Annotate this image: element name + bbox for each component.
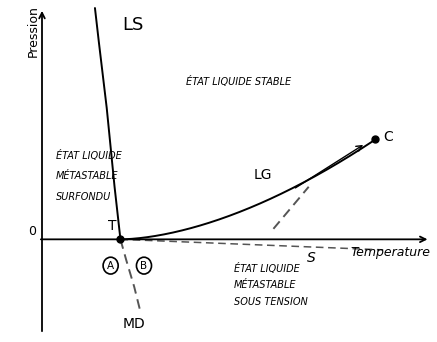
Text: A: A bbox=[107, 261, 114, 271]
Text: Temperature: Temperature bbox=[350, 246, 430, 259]
Text: S: S bbox=[307, 251, 316, 265]
Text: ÉTAT LIQUIDE STABLE: ÉTAT LIQUIDE STABLE bbox=[186, 76, 291, 87]
Text: MÉTASTABLE: MÉTASTABLE bbox=[56, 171, 118, 181]
Text: MÉTASTABLE: MÉTASTABLE bbox=[234, 280, 297, 290]
Text: ÉTAT LIQUIDE: ÉTAT LIQUIDE bbox=[234, 263, 300, 274]
Text: SURFONDU: SURFONDU bbox=[56, 192, 111, 202]
Text: LG: LG bbox=[254, 168, 272, 182]
Text: LS: LS bbox=[122, 16, 144, 34]
Text: Pression: Pression bbox=[27, 5, 40, 57]
Text: MD: MD bbox=[123, 317, 146, 331]
Text: T: T bbox=[108, 219, 117, 233]
Text: SOUS TENSION: SOUS TENSION bbox=[234, 297, 308, 307]
Text: C: C bbox=[383, 130, 393, 144]
Text: 0: 0 bbox=[28, 225, 36, 238]
Text: ÉTAT LIQUIDE: ÉTAT LIQUIDE bbox=[56, 150, 121, 161]
Text: B: B bbox=[140, 261, 148, 271]
